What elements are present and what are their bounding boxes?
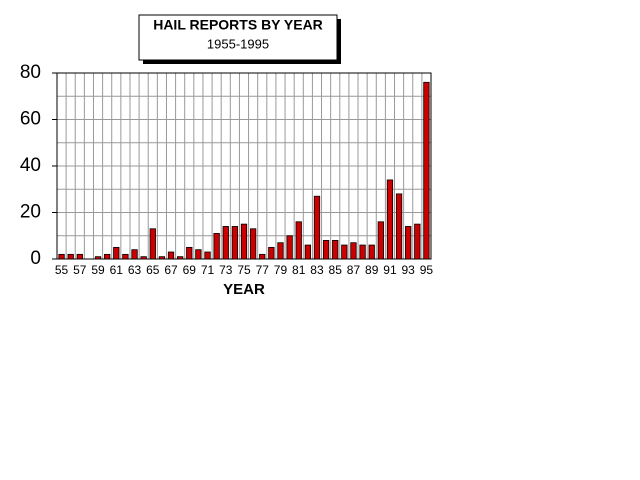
- x-tick-label: 95: [420, 263, 434, 277]
- x-axis-label: YEAR: [223, 281, 265, 298]
- bar: [259, 253, 266, 260]
- y-tick-label: 0: [30, 248, 41, 269]
- bar: [67, 253, 74, 260]
- bar: [359, 244, 366, 260]
- bar: [222, 226, 229, 260]
- x-tick-label: 63: [128, 263, 142, 277]
- x-tick-label: 65: [146, 263, 160, 277]
- x-tick-label: 61: [110, 263, 124, 277]
- bar: [423, 81, 430, 260]
- y-tick-label: 80: [20, 62, 41, 83]
- x-tick-label: 73: [219, 263, 233, 277]
- x-tick-label: 67: [164, 263, 178, 277]
- bar: [131, 249, 138, 260]
- x-tick-label: 57: [73, 263, 87, 277]
- y-tick-label: 40: [20, 155, 41, 176]
- bar: [277, 242, 284, 260]
- y-tick-label: 20: [20, 202, 41, 223]
- x-tick-label: 59: [91, 263, 105, 277]
- bar: [113, 246, 120, 260]
- y-tick-label: 60: [20, 109, 41, 130]
- bar: [140, 256, 147, 260]
- bar: [377, 221, 384, 260]
- bar: [94, 256, 102, 260]
- bar: [167, 251, 175, 260]
- bar: [231, 226, 239, 260]
- bar: [177, 256, 184, 260]
- bar: [195, 249, 202, 260]
- x-tick-label: 87: [347, 263, 361, 277]
- bar: [322, 239, 330, 260]
- bar: [368, 244, 375, 260]
- title-box: [138, 14, 338, 61]
- bar: [158, 256, 166, 260]
- x-tick-label: 81: [292, 263, 306, 277]
- x-tick-label: 75: [237, 263, 251, 277]
- bar: [213, 233, 220, 260]
- bar: [304, 244, 311, 260]
- bar: [332, 239, 339, 260]
- x-tick-label: 91: [383, 263, 397, 277]
- x-tick-label: 79: [274, 263, 288, 277]
- bar: [341, 244, 348, 260]
- bar: [76, 253, 83, 260]
- bar: [149, 228, 156, 260]
- bar: [186, 246, 193, 260]
- bar: [268, 246, 275, 260]
- bar: [58, 253, 65, 260]
- bar: [286, 235, 293, 260]
- chart-title: HAIL REPORTS BY YEAR: [153, 17, 323, 33]
- bar: [122, 253, 129, 260]
- x-tick-label: 71: [201, 263, 215, 277]
- bar: [350, 242, 357, 260]
- bar: [295, 221, 302, 260]
- bar: [249, 228, 257, 260]
- x-tick-label: 93: [402, 263, 416, 277]
- bar: [395, 193, 403, 260]
- bar: [240, 223, 248, 260]
- x-tick-label: 83: [310, 263, 324, 277]
- x-tick-label: 89: [365, 263, 379, 277]
- bar: [204, 251, 211, 260]
- bar: [313, 195, 321, 260]
- x-tick-label: 85: [329, 263, 343, 277]
- bar: [104, 253, 111, 260]
- bar: [386, 179, 394, 260]
- bar: [405, 226, 412, 260]
- x-tick-label: 77: [256, 263, 270, 277]
- bar: [414, 223, 421, 260]
- x-tick-label: 55: [55, 263, 69, 277]
- x-tick-label: 69: [183, 263, 197, 277]
- chart-subtitle: 1955-1995: [207, 36, 269, 51]
